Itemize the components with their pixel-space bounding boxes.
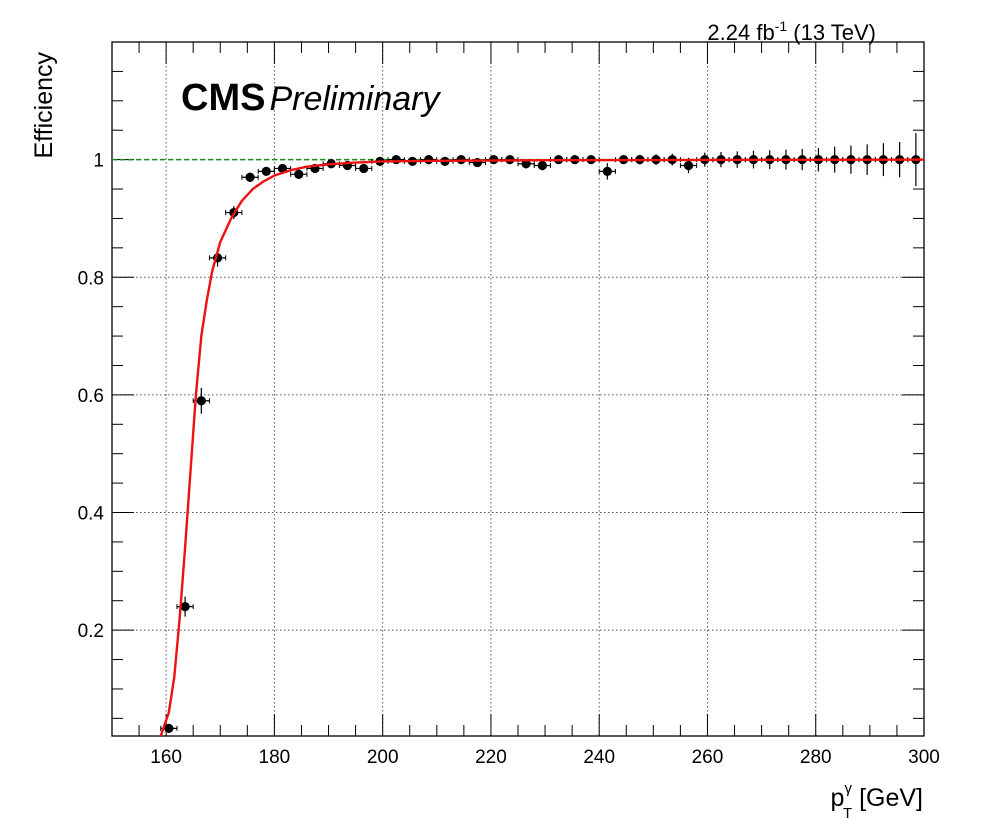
marker	[359, 163, 369, 174]
lumi-sup: -1	[775, 18, 788, 34]
marker	[196, 396, 206, 406]
data-points	[160, 133, 925, 733]
axes	[111, 41, 925, 737]
x-tick-label: 200	[367, 747, 399, 768]
data-point	[273, 163, 292, 174]
data-point	[598, 163, 616, 180]
lumi-suffix: (13 TeV)	[787, 20, 876, 45]
marker	[245, 172, 255, 182]
x-tick-label: 280	[800, 747, 832, 768]
y-tick-label: 0.8	[78, 268, 104, 289]
marker	[683, 160, 694, 171]
data-point	[257, 166, 275, 176]
experiment-label: CMS Preliminary	[181, 77, 441, 119]
fit-curve	[159, 158, 924, 736]
x-axis-label-unit: [GeV]	[852, 784, 923, 812]
marker	[294, 169, 304, 179]
ticks: 160 180 200 220 240 260 280 300 0.2 0.4 0.6 0.8 1	[78, 41, 940, 768]
data-point	[387, 155, 405, 165]
lumi-label: 2.24 fb-1 (13 TeV)	[707, 18, 876, 45]
data-point	[176, 596, 194, 617]
marker	[472, 157, 482, 168]
x-tick-label: 160	[150, 747, 182, 768]
y-tick-label: 0.2	[78, 621, 104, 642]
marker	[261, 166, 271, 176]
experiment-label-bold: CMS	[181, 77, 265, 119]
fit-curve-layer	[159, 158, 924, 736]
data-point	[355, 163, 373, 174]
x-axis-label-base: p	[831, 784, 845, 812]
marker	[180, 602, 190, 612]
lumi-value: 2.24 fb	[707, 20, 774, 45]
marker	[602, 166, 612, 176]
data-point	[679, 157, 698, 174]
marker	[391, 155, 401, 165]
x-tick-label: 180	[259, 747, 291, 768]
data-point	[533, 160, 551, 171]
x-tick-label: 240	[583, 747, 615, 768]
data-point	[290, 169, 308, 180]
marker	[164, 723, 174, 733]
grid	[112, 42, 924, 736]
y-axis-label: Efficiency	[30, 52, 58, 159]
marker	[424, 155, 434, 165]
x-tick-label: 300	[908, 747, 940, 768]
data-point	[241, 172, 259, 182]
y-tick-label: 1	[93, 151, 104, 172]
x-tick-label: 260	[692, 747, 724, 768]
x-axis-label-sup: γ	[844, 780, 852, 797]
experiment-label-italic: Preliminary	[269, 80, 441, 118]
x-tick-label: 220	[475, 747, 507, 768]
y-tick-label: 0.4	[78, 504, 105, 525]
x-axis-label-sub: T	[843, 805, 852, 822]
marker	[277, 163, 288, 174]
y-tick-label: 0.6	[78, 386, 104, 407]
plot-frame	[111, 41, 925, 737]
x-axis-label: pγ T [GeV]	[831, 780, 923, 822]
marker	[537, 160, 547, 171]
